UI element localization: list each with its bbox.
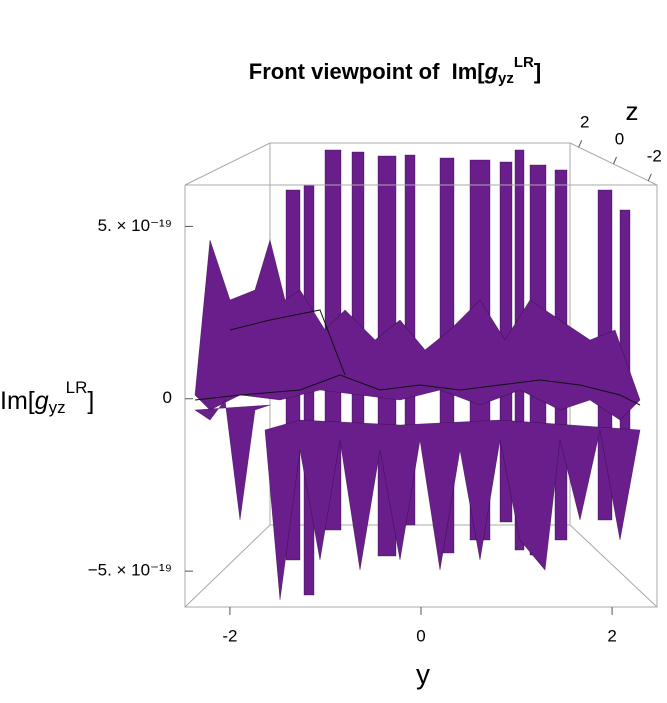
depth-axis-label: z bbox=[626, 96, 639, 126]
z-label-sup: LR bbox=[66, 378, 88, 397]
depth-tick-label: -2 bbox=[647, 146, 662, 165]
surface bbox=[194, 149, 641, 601]
z-tick-label: 5. × 10⁻¹⁹ bbox=[98, 216, 172, 235]
depth-tick-label: 0 bbox=[615, 129, 624, 148]
title-symbol: g bbox=[484, 59, 499, 84]
x-tick-label: 0 bbox=[416, 626, 425, 645]
x-tick-label: -2 bbox=[222, 626, 237, 645]
depth-tick bbox=[647, 173, 652, 181]
z-label-symbol: g bbox=[35, 387, 49, 415]
title-text: Front viewpoint of bbox=[249, 59, 440, 84]
depth-tick bbox=[613, 156, 617, 165]
z-tick-label: 0 bbox=[163, 388, 172, 407]
x-axis-label: y bbox=[416, 658, 430, 689]
title-func: Im[ bbox=[452, 59, 486, 84]
chart-title: Front viewpoint of Im[gyzLR] bbox=[249, 54, 541, 87]
title-sup: LR bbox=[514, 54, 534, 71]
z-axis-label: Im[gyzLR] bbox=[0, 378, 94, 417]
title-sub: yz bbox=[498, 70, 514, 87]
x-tick-label: 2 bbox=[607, 626, 616, 645]
title-close: ] bbox=[534, 59, 541, 84]
z-label-sub: yz bbox=[49, 398, 66, 417]
z-tick-label: −5. × 10⁻¹⁹ bbox=[88, 561, 172, 580]
depth-tick-label: 2 bbox=[580, 113, 589, 132]
z-label-close: ] bbox=[87, 387, 94, 415]
depth-tick bbox=[578, 140, 583, 148]
z-label-func: Im[ bbox=[0, 387, 35, 415]
